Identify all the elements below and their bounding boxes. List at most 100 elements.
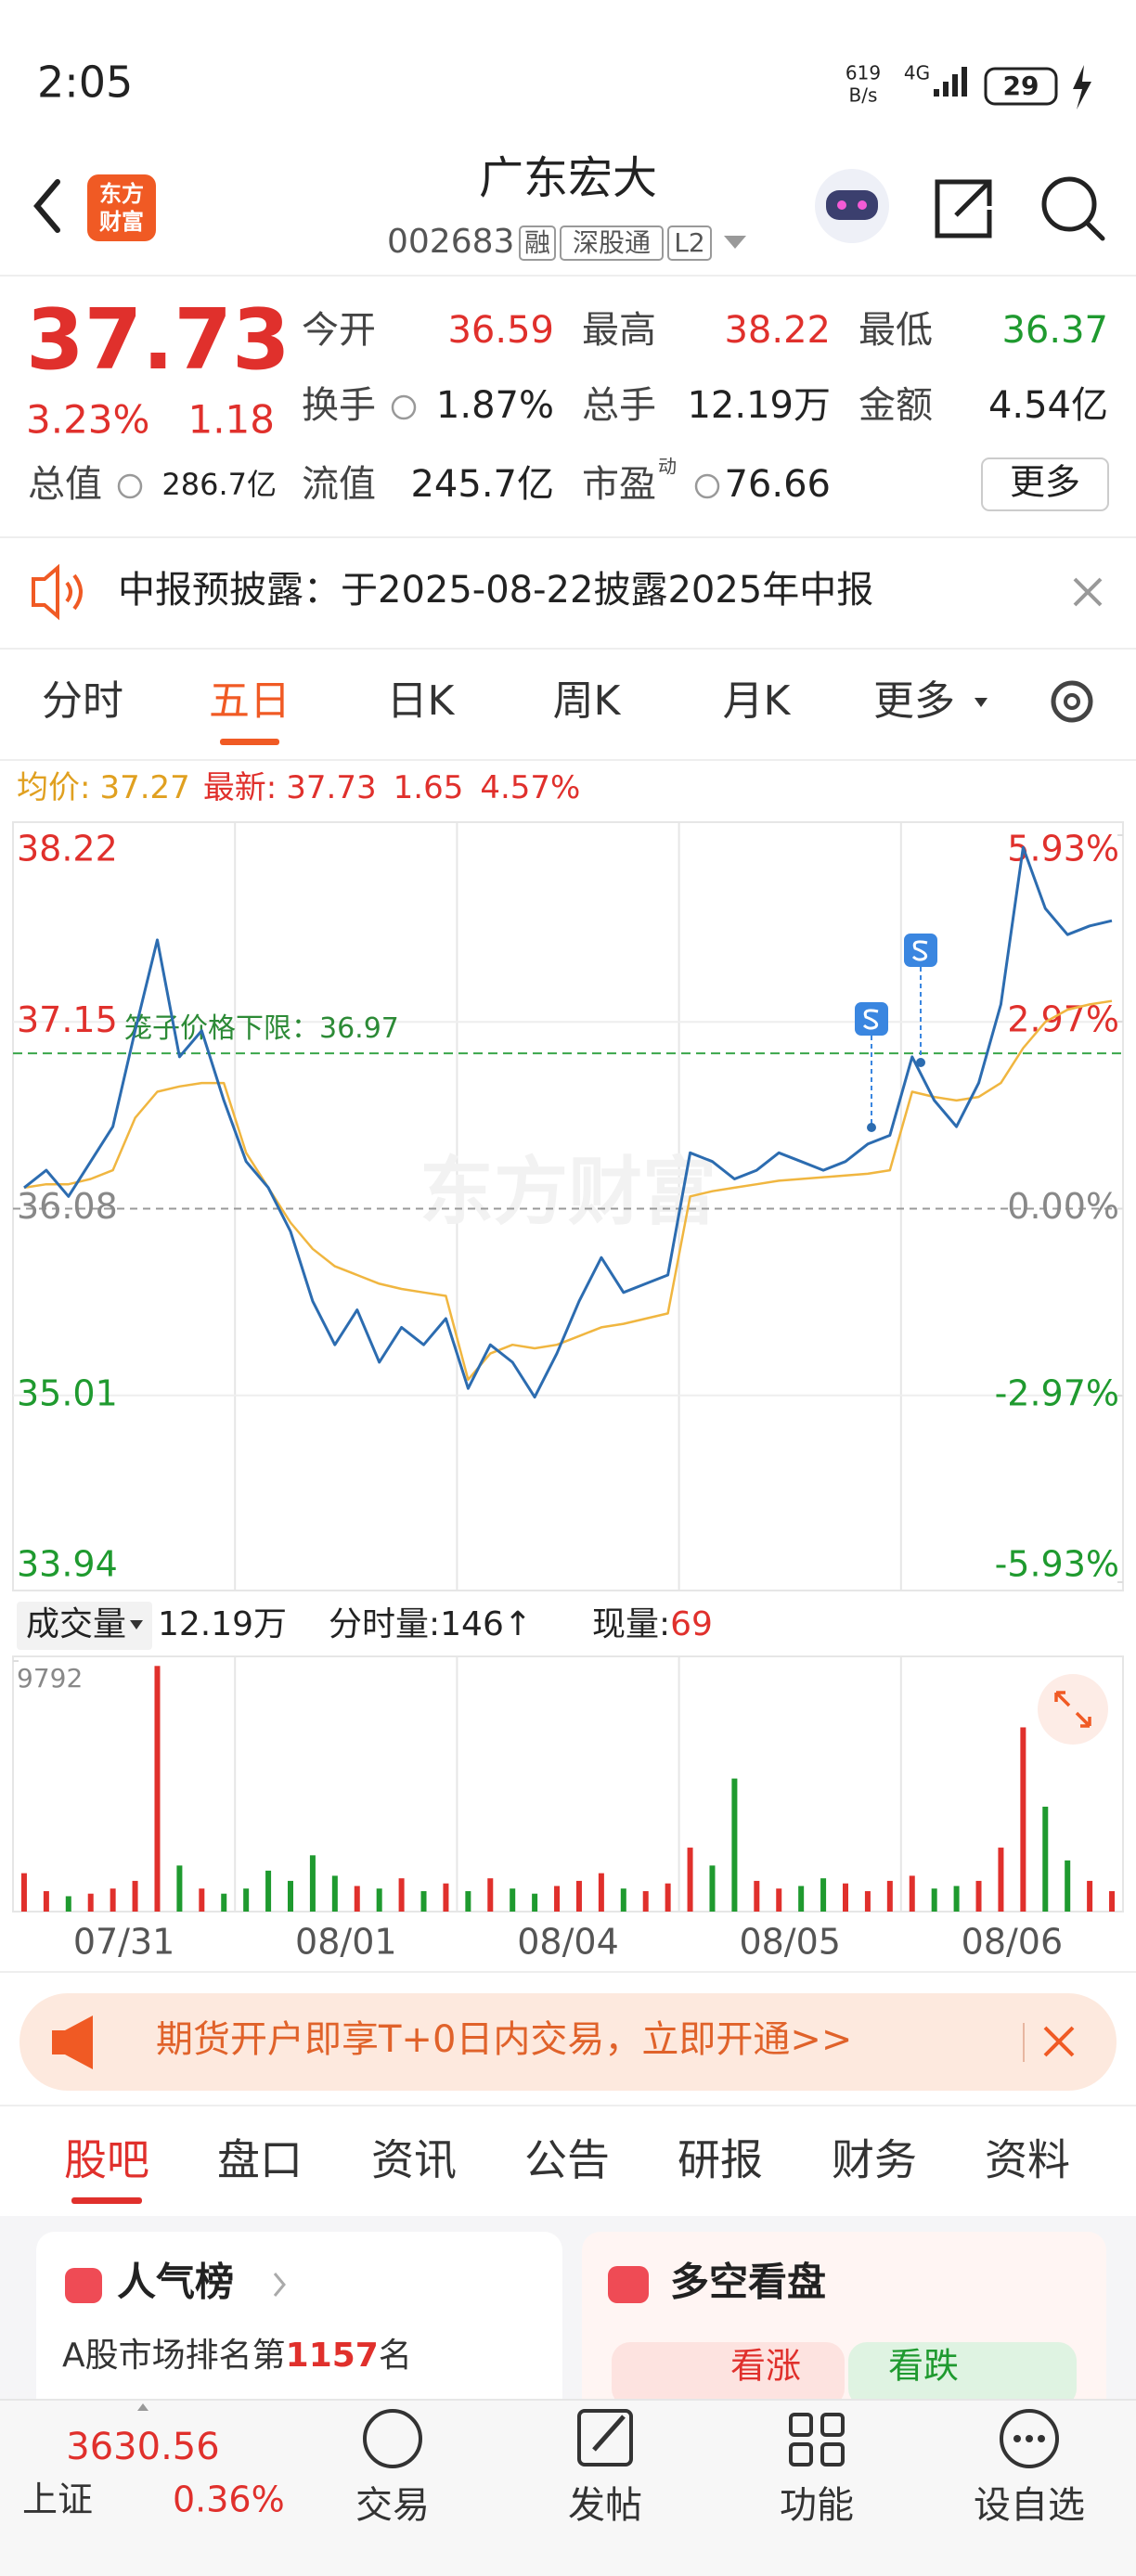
more-button[interactable]	[981, 457, 1109, 511]
dropdown-arrow[interactable]	[724, 236, 746, 249]
last-price: 37.73	[26, 291, 290, 389]
volume-bar	[420, 1890, 427, 1912]
card-title[interactable]: 多空看盘	[670, 2260, 826, 2305]
nav-item[interactable]: 交易	[355, 2484, 430, 2527]
x-tick-label: 07/31	[73, 1922, 175, 1963]
limit-label-value: 36.97	[319, 1012, 399, 1045]
volume-bar	[1087, 1880, 1093, 1912]
stat-value: 1.87%	[436, 384, 554, 427]
volume-bar	[864, 1890, 871, 1912]
notice-close[interactable]	[1073, 577, 1103, 607]
banner[interactable]	[19, 1993, 1117, 2091]
watchlist-icon[interactable]	[1000, 2409, 1059, 2468]
stat-label: 最低	[858, 309, 933, 352]
bear-button[interactable]	[848, 2342, 1077, 2407]
battery	[984, 67, 1058, 106]
stat-label: 流值	[302, 463, 376, 506]
bull-label[interactable]: 看涨	[730, 2346, 801, 2387]
watermark: 东方财富	[420, 1149, 716, 1235]
tag-box	[560, 225, 664, 261]
volume-total: 12.19万	[158, 1605, 287, 1643]
notice-icon	[32, 563, 59, 621]
content-tab[interactable]: 资讯	[371, 2135, 457, 2185]
volume-bar	[243, 1888, 250, 1912]
trade-icon[interactable]	[363, 2409, 422, 2468]
signal-marker-glyph	[911, 940, 928, 961]
change-percent: 3.23%	[26, 397, 149, 443]
volume-bar	[620, 1888, 626, 1912]
index-name: 上证	[22, 2479, 93, 2520]
period-tab[interactable]: 日K	[387, 677, 456, 725]
settings-center	[1064, 693, 1080, 710]
rank-number: 1157	[286, 2337, 379, 2375]
notice-text: 中报预披露：于2025-08-22披露2025年中报	[118, 569, 873, 612]
period-tab[interactable]: 分时	[42, 677, 123, 725]
logo-text: 东方	[99, 181, 144, 207]
logo[interactable]	[87, 174, 156, 241]
volume-bar	[199, 1888, 205, 1912]
y-tick-label: 37.15	[17, 999, 118, 1040]
content-tab[interactable]: 股吧	[64, 2135, 149, 2185]
banner-close[interactable]	[1043, 2026, 1075, 2057]
content-tab[interactable]: 资料	[985, 2135, 1070, 2185]
sentiment-icon	[608, 2266, 649, 2303]
content-tab[interactable]: 财务	[832, 2135, 917, 2185]
divider	[0, 1971, 1136, 1973]
stat-label: 总值	[28, 463, 102, 506]
search-button[interactable]	[1041, 176, 1097, 232]
banner-text[interactable]: 期货开户即享T+0日内交易，立即开通>>	[156, 2018, 852, 2061]
volume-bar	[575, 1880, 582, 1912]
divider	[0, 275, 1136, 277]
volume-bar	[398, 1878, 405, 1912]
volume-bar	[20, 1873, 27, 1912]
volume-bar	[665, 1883, 671, 1912]
content-tab[interactable]: 盘口	[217, 2135, 303, 2185]
function-icon[interactable]	[789, 2413, 813, 2437]
post-pen	[592, 2415, 626, 2452]
content-tab[interactable]: 研报	[678, 2135, 763, 2185]
volume-bar	[931, 1888, 937, 1912]
stock-tag: 融	[524, 227, 550, 258]
bear-label[interactable]: 看跌	[888, 2346, 959, 2387]
price-line	[23, 845, 1113, 1399]
charging-icon	[1073, 65, 1091, 109]
more-button-label[interactable]: 更多	[1010, 462, 1080, 503]
volume-bar	[598, 1873, 604, 1912]
back-button[interactable]	[33, 179, 60, 233]
tick-volume-value: 146↑	[440, 1605, 532, 1643]
rank-prefix: A股市场排名第	[62, 2337, 286, 2375]
limit-line-label: 笼子价格下限：36.97	[124, 1012, 399, 1045]
nav-item[interactable]: 设自选	[974, 2484, 1085, 2527]
period-tab[interactable]: 更多	[873, 677, 955, 725]
popularity-card[interactable]	[36, 2232, 562, 2417]
nav-item[interactable]: 发帖	[568, 2484, 642, 2527]
period-tab[interactable]: 周K	[553, 677, 622, 725]
active-tab-underline	[220, 739, 279, 745]
volume-bar	[998, 1848, 1004, 1912]
limit-label-text: 笼子价格下限：	[124, 1012, 319, 1045]
divider	[0, 536, 1136, 538]
settings-button[interactable]	[1051, 680, 1093, 723]
period-tab[interactable]: 五日	[209, 677, 290, 725]
nav-item[interactable]: 功能	[780, 2484, 854, 2527]
volume-bar	[309, 1855, 316, 1912]
expand-button[interactable]	[1038, 1674, 1108, 1745]
volume-selector[interactable]	[17, 1602, 152, 1650]
expand-icon	[1054, 1691, 1091, 1728]
content-tab[interactable]: 公告	[524, 2135, 610, 2185]
bull-button[interactable]	[612, 2342, 845, 2407]
signal-point	[867, 1123, 876, 1132]
y-tick-label: 9792	[17, 1663, 83, 1694]
function-icon-part	[789, 2442, 813, 2467]
volume-bar	[288, 1880, 293, 1912]
tag-box	[667, 225, 712, 261]
share-button[interactable]	[935, 179, 992, 238]
post-icon[interactable]	[577, 2409, 633, 2467]
card-title[interactable]: 人气榜	[117, 2260, 234, 2305]
avg-label: 均价:	[17, 769, 90, 806]
period-tab[interactable]: 月K	[723, 677, 792, 725]
info-icon	[694, 473, 720, 499]
dropdown-arrow	[130, 1620, 143, 1629]
